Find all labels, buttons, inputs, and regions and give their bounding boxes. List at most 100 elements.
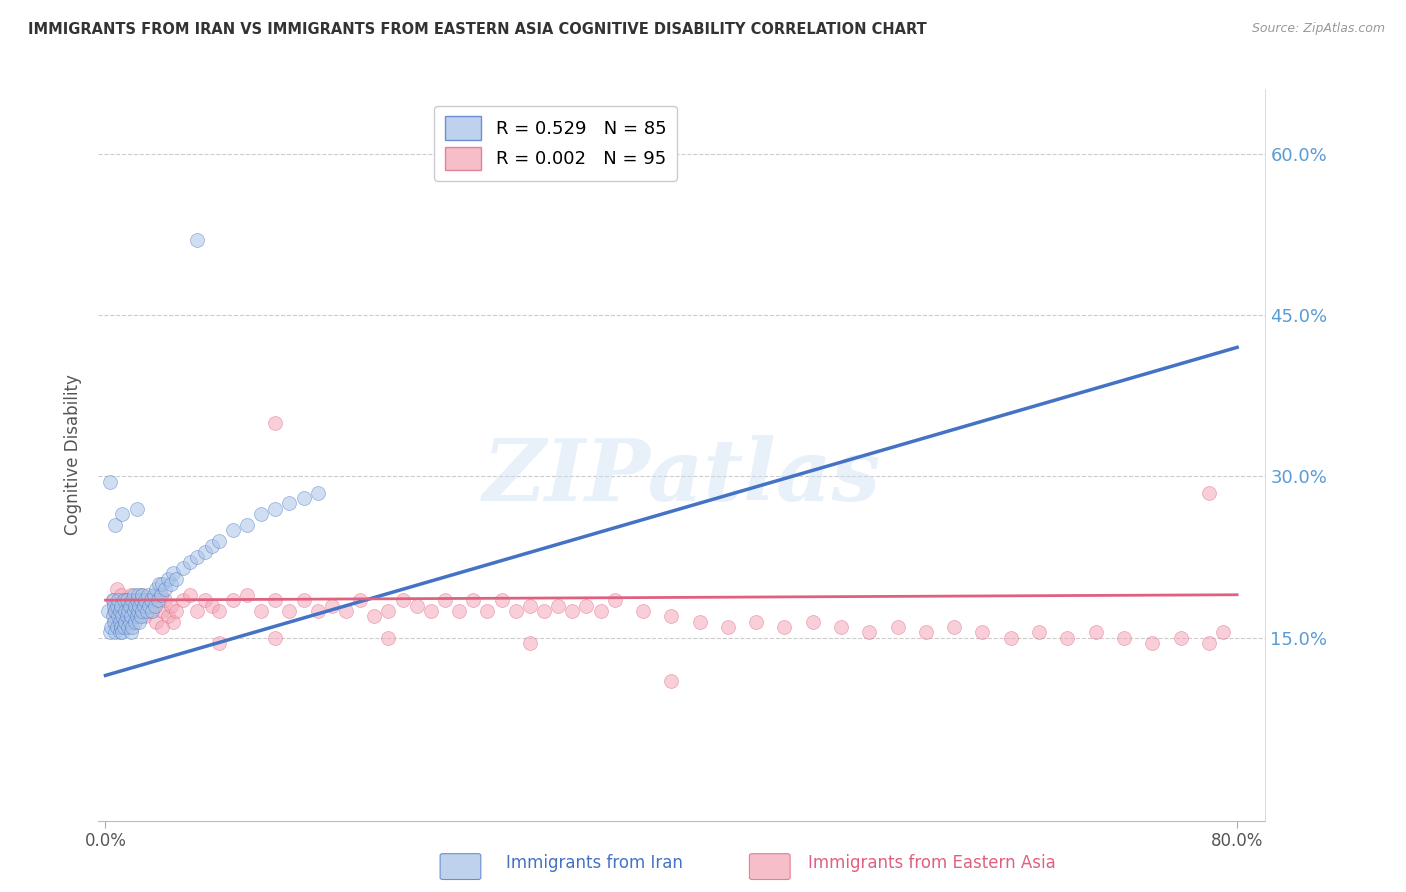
Point [110, 620, 132, 634]
Text: IMMIGRANTS FROM IRAN VS IMMIGRANTS FROM EASTERN ASIA COGNITIVE DISABILITY CORREL: IMMIGRANTS FROM IRAN VS IMMIGRANTS FROM … [28, 22, 927, 37]
Point [148, 577, 170, 591]
Point [97, 604, 120, 618]
Point [115, 609, 138, 624]
Point [186, 604, 208, 618]
Point [250, 604, 273, 618]
Point [150, 620, 173, 634]
Point [1212, 625, 1234, 640]
Point [118, 615, 141, 629]
Point [118, 604, 141, 618]
Point [264, 501, 287, 516]
Point [162, 566, 184, 581]
Point [179, 556, 201, 570]
Point [135, 604, 157, 618]
Point [165, 604, 187, 618]
Point [114, 604, 136, 618]
Point [159, 577, 181, 591]
Point [98, 475, 121, 489]
Point [200, 539, 222, 553]
Point [477, 604, 499, 618]
Point [120, 609, 142, 624]
Point [136, 593, 159, 607]
Point [1000, 631, 1022, 645]
Point [162, 615, 184, 629]
Point [108, 615, 131, 629]
Point [172, 593, 194, 607]
Point [172, 561, 194, 575]
Point [264, 631, 287, 645]
Point [131, 588, 153, 602]
Point [104, 517, 127, 532]
Point [363, 609, 385, 624]
Point [120, 588, 142, 602]
Text: ZIPatlas: ZIPatlas [482, 435, 882, 518]
Point [122, 588, 145, 602]
Point [142, 588, 165, 602]
Point [145, 615, 167, 629]
Point [122, 593, 145, 607]
Point [115, 593, 138, 607]
Point [148, 588, 170, 602]
Point [278, 496, 301, 510]
Point [128, 615, 150, 629]
Point [145, 582, 167, 597]
Point [773, 620, 796, 634]
Point [112, 593, 135, 607]
Point [335, 604, 357, 618]
Point [121, 609, 143, 624]
Point [101, 593, 124, 607]
Point [142, 599, 165, 613]
Point [107, 599, 129, 613]
Point [250, 507, 273, 521]
Point [186, 233, 208, 247]
Point [419, 604, 441, 618]
Point [307, 604, 329, 618]
Point [121, 593, 143, 607]
Point [631, 604, 654, 618]
Point [208, 533, 231, 548]
Point [103, 604, 125, 618]
Point [156, 609, 179, 624]
Point [134, 593, 156, 607]
Point [141, 604, 163, 618]
Point [111, 604, 134, 618]
Point [830, 620, 852, 634]
Point [292, 491, 315, 505]
Point [114, 615, 136, 629]
Point [801, 615, 824, 629]
Point [127, 604, 149, 618]
Point [149, 588, 172, 602]
Point [208, 604, 231, 618]
Point [125, 593, 148, 607]
Point [159, 599, 181, 613]
Point [115, 599, 138, 613]
Point [107, 609, 129, 624]
Point [222, 593, 245, 607]
Point [101, 593, 124, 607]
Point [105, 620, 128, 634]
Point [391, 593, 413, 607]
Point [603, 593, 626, 607]
Point [128, 599, 150, 613]
Point [222, 523, 245, 537]
Point [101, 609, 124, 624]
Point [349, 593, 371, 607]
Point [236, 517, 259, 532]
Point [139, 604, 162, 618]
Point [108, 609, 131, 624]
Point [105, 599, 128, 613]
Point [278, 604, 301, 618]
Point [105, 582, 128, 597]
Point [153, 593, 176, 607]
Point [689, 615, 711, 629]
Point [127, 588, 149, 602]
Point [129, 609, 152, 624]
Point [98, 625, 121, 640]
Point [943, 620, 966, 634]
Point [104, 625, 127, 640]
Point [236, 588, 259, 602]
Point [547, 599, 569, 613]
Point [972, 625, 994, 640]
Text: Immigrants from Iran: Immigrants from Iran [506, 855, 683, 872]
Point [134, 609, 156, 624]
